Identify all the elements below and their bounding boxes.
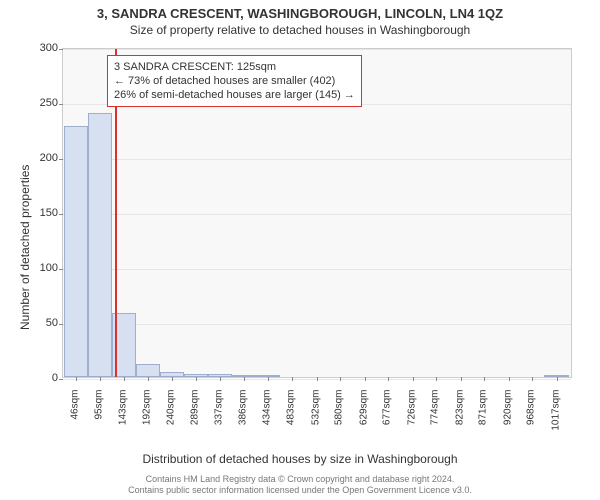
x-tick-label: 434sqm bbox=[261, 390, 272, 450]
x-tick-label: 289sqm bbox=[190, 390, 201, 450]
y-tick-label: 250 bbox=[18, 97, 58, 109]
annotation-line1: 3 SANDRA CRESCENT: 125sqm bbox=[114, 60, 355, 74]
x-tick-label: 337sqm bbox=[213, 390, 224, 450]
x-tick-label: 240sqm bbox=[165, 390, 176, 450]
x-tick-label: 483sqm bbox=[286, 390, 297, 450]
chart-container: 3, SANDRA CRESCENT, WASHINGBOROUGH, LINC… bbox=[0, 0, 600, 500]
x-tick-label: 386sqm bbox=[238, 390, 249, 450]
gridline bbox=[63, 269, 571, 270]
x-tick-label: 871sqm bbox=[478, 390, 489, 450]
x-tick-label: 143sqm bbox=[117, 390, 128, 450]
x-tick-label: 1017sqm bbox=[550, 390, 561, 450]
x-tick-label: 580sqm bbox=[334, 390, 345, 450]
gridline bbox=[63, 214, 571, 215]
gridline bbox=[63, 49, 571, 50]
histogram-bar bbox=[88, 113, 112, 377]
x-tick-mark bbox=[317, 377, 318, 381]
gridline bbox=[63, 159, 571, 160]
x-tick-label: 95sqm bbox=[94, 390, 105, 450]
y-tick-label: 200 bbox=[18, 152, 58, 164]
histogram-bar bbox=[136, 364, 160, 377]
y-tick-mark bbox=[59, 324, 63, 325]
x-tick-label: 968sqm bbox=[526, 390, 537, 450]
histogram-bar bbox=[64, 126, 88, 377]
footer-line2: Contains public sector information licen… bbox=[0, 485, 600, 496]
y-tick-mark bbox=[59, 214, 63, 215]
y-tick-mark bbox=[59, 379, 63, 380]
y-tick-mark bbox=[59, 49, 63, 50]
x-tick-mark bbox=[148, 377, 149, 381]
y-tick-label: 300 bbox=[18, 42, 58, 54]
annotation-box: 3 SANDRA CRESCENT: 125sqm← 73% of detach… bbox=[107, 55, 362, 107]
x-tick-mark bbox=[365, 377, 366, 381]
x-tick-mark bbox=[124, 377, 125, 381]
x-tick-label: 46sqm bbox=[69, 390, 80, 450]
x-tick-mark bbox=[484, 377, 485, 381]
x-tick-label: 677sqm bbox=[382, 390, 393, 450]
x-tick-label: 823sqm bbox=[454, 390, 465, 450]
x-tick-mark bbox=[509, 377, 510, 381]
x-tick-label: 532sqm bbox=[310, 390, 321, 450]
gridline bbox=[63, 324, 571, 325]
x-tick-mark bbox=[557, 377, 558, 381]
x-tick-label: 774sqm bbox=[430, 390, 441, 450]
x-tick-mark bbox=[76, 377, 77, 381]
chart-title: 3, SANDRA CRESCENT, WASHINGBOROUGH, LINC… bbox=[0, 0, 600, 21]
x-tick-mark bbox=[220, 377, 221, 381]
x-tick-mark bbox=[244, 377, 245, 381]
x-tick-mark bbox=[436, 377, 437, 381]
x-tick-mark bbox=[292, 377, 293, 381]
footer-attribution: Contains HM Land Registry data © Crown c… bbox=[0, 474, 600, 496]
y-tick-mark bbox=[59, 159, 63, 160]
plot-area: 3 SANDRA CRESCENT: 125sqm← 73% of detach… bbox=[62, 48, 572, 378]
x-tick-mark bbox=[340, 377, 341, 381]
x-tick-mark bbox=[413, 377, 414, 381]
x-tick-label: 192sqm bbox=[142, 390, 153, 450]
y-tick-label: 150 bbox=[18, 207, 58, 219]
x-tick-mark bbox=[461, 377, 462, 381]
footer-line1: Contains HM Land Registry data © Crown c… bbox=[0, 474, 600, 485]
x-tick-mark bbox=[388, 377, 389, 381]
x-tick-label: 726sqm bbox=[406, 390, 417, 450]
y-axis-label: Number of detached properties bbox=[18, 165, 32, 330]
chart-subtitle: Size of property relative to detached ho… bbox=[0, 21, 600, 37]
x-axis-label: Distribution of detached houses by size … bbox=[0, 452, 600, 466]
x-tick-mark bbox=[196, 377, 197, 381]
x-tick-mark bbox=[532, 377, 533, 381]
y-tick-mark bbox=[59, 269, 63, 270]
annotation-line2: ← 73% of detached houses are smaller (40… bbox=[114, 74, 355, 88]
y-tick-label: 100 bbox=[18, 262, 58, 274]
x-tick-mark bbox=[172, 377, 173, 381]
x-tick-mark bbox=[100, 377, 101, 381]
y-tick-mark bbox=[59, 104, 63, 105]
x-tick-mark bbox=[268, 377, 269, 381]
x-tick-label: 920sqm bbox=[502, 390, 513, 450]
y-tick-label: 50 bbox=[18, 317, 58, 329]
x-tick-label: 629sqm bbox=[358, 390, 369, 450]
annotation-line3: 26% of semi-detached houses are larger (… bbox=[114, 88, 355, 102]
y-tick-label: 0 bbox=[18, 372, 58, 384]
